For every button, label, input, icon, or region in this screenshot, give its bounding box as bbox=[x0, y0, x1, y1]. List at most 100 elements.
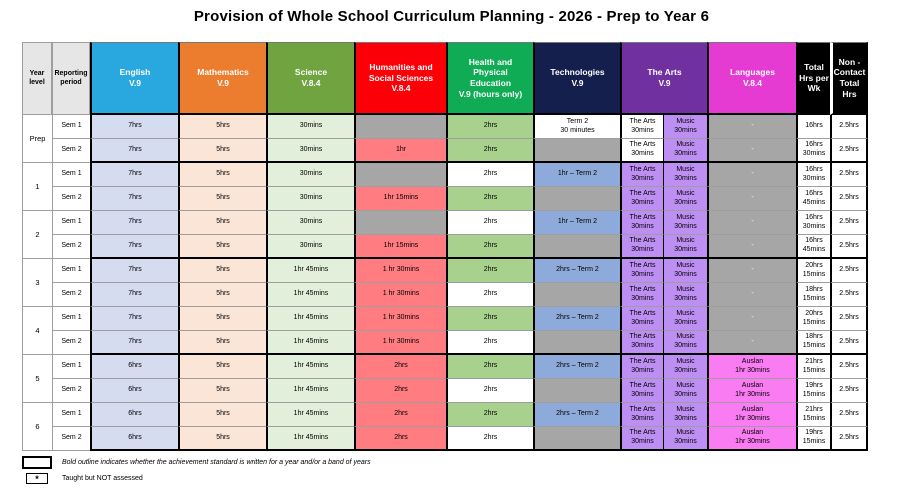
cell-6-sem-1-music: Music 30mins bbox=[663, 403, 707, 427]
cell-1-sem-1-hass bbox=[354, 163, 446, 187]
cell-2-sem-1-total: 16hrs 30mins bbox=[796, 211, 830, 235]
cell-1-sem-2-tech bbox=[533, 187, 620, 211]
cell-6-sem-1-english: 6hrs bbox=[90, 403, 178, 427]
cell-5-sem-1-lang: Auslan 1hr 30mins bbox=[707, 355, 796, 379]
cell-4-sem-2-english: 7hrs bbox=[90, 331, 178, 355]
header-lang: Languages V.8.4 bbox=[707, 42, 796, 115]
cell-5-sem-1-total: 21hrs 15mins bbox=[796, 355, 830, 379]
cell-prep-sem-1-total: 16hrs bbox=[796, 115, 830, 139]
sem-label-1-sem-2: Sem 2 bbox=[52, 187, 90, 211]
year-label-1: 1 bbox=[22, 163, 52, 211]
cell-4-sem-1-math: 5hrs bbox=[178, 307, 266, 331]
header-arts: The Arts V.9 bbox=[620, 42, 707, 115]
cell-2-sem-1-tech: 1hr – Term 2 bbox=[533, 211, 620, 235]
cell-4-sem-1-english: 7hrs bbox=[90, 307, 178, 331]
legend-bold-outline-text: Bold outline indicates whether the achie… bbox=[62, 459, 371, 466]
cell-5-sem-2-music: Music 30mins bbox=[663, 379, 707, 403]
cell-5-sem-1-math: 5hrs bbox=[178, 355, 266, 379]
cell-1-sem-2-total: 16hrs 45mins bbox=[796, 187, 830, 211]
cell-prep-sem-1-hpe: 2hrs bbox=[446, 115, 533, 139]
cell-6-sem-2-tech bbox=[533, 427, 620, 451]
cell-4-sem-2-lang: - bbox=[707, 331, 796, 355]
legend-row-bold-outline: Bold outline indicates whether the achie… bbox=[22, 456, 371, 469]
cell-2-sem-2-hass: 1hr 15mins bbox=[354, 235, 446, 259]
cell-4-sem-2-science: 1hr 45mins bbox=[266, 331, 354, 355]
cell-1-sem-2-lang: - bbox=[707, 187, 796, 211]
page-title: Provision of Whole School Curriculum Pla… bbox=[193, 8, 710, 25]
cell-3-sem-2-science: 1hr 45mins bbox=[266, 283, 354, 307]
cell-3-sem-1-tech: 2hrs – Term 2 bbox=[533, 259, 620, 283]
cell-3-sem-1-math: 5hrs bbox=[178, 259, 266, 283]
cell-5-sem-1-nc: 2.5hrs bbox=[830, 355, 868, 379]
header-nc: Non - Contact Total Hrs bbox=[830, 42, 868, 115]
legend-row-asterisk: * Taught but NOT assessed bbox=[22, 473, 371, 484]
cell-6-sem-2-music: Music 30mins bbox=[663, 427, 707, 451]
cell-6-sem-2-math: 5hrs bbox=[178, 427, 266, 451]
cell-1-sem-2-science: 30mins bbox=[266, 187, 354, 211]
cell-2-sem-1-science: 30mins bbox=[266, 211, 354, 235]
cell-6-sem-2-total: 19hrs 15mins bbox=[796, 427, 830, 451]
cell-3-sem-1-hpe: 2hrs bbox=[446, 259, 533, 283]
cell-3-sem-1-english: 7hrs bbox=[90, 259, 178, 283]
cell-6-sem-1-hpe: 2hrs bbox=[446, 403, 533, 427]
cell-3-sem-1-nc: 2.5hrs bbox=[830, 259, 868, 283]
cell-1-sem-1-hpe: 2hrs bbox=[446, 163, 533, 187]
cell-prep-sem-2-math: 5hrs bbox=[178, 139, 266, 163]
cell-4-sem-1-hpe: 2hrs bbox=[446, 307, 533, 331]
cell-2-sem-1-hpe: 2hrs bbox=[446, 211, 533, 235]
cell-prep-sem-2-music: Music 30mins bbox=[663, 139, 707, 163]
cell-prep-sem-1-hass bbox=[354, 115, 446, 139]
sem-label-6-sem-1: Sem 1 bbox=[52, 403, 90, 427]
cell-1-sem-1-nc: 2.5hrs bbox=[830, 163, 868, 187]
header-math: Mathematics V.9 bbox=[178, 42, 266, 115]
cell-5-sem-1-music: Music 30mins bbox=[663, 355, 707, 379]
cell-6-sem-2-science: 1hr 45mins bbox=[266, 427, 354, 451]
cell-2-sem-1-english: 7hrs bbox=[90, 211, 178, 235]
sem-label-1-sem-1: Sem 1 bbox=[52, 163, 90, 187]
cell-1-sem-1-science: 30mins bbox=[266, 163, 354, 187]
cell-5-sem-2-nc: 2.5hrs bbox=[830, 379, 868, 403]
cell-3-sem-2-nc: 2.5hrs bbox=[830, 283, 868, 307]
cell-2-sem-2-arts: The Arts 30mins bbox=[620, 235, 663, 259]
cell-5-sem-1-science: 1hr 45mins bbox=[266, 355, 354, 379]
sem-label-5-sem-2: Sem 2 bbox=[52, 379, 90, 403]
cell-6-sem-1-math: 5hrs bbox=[178, 403, 266, 427]
cell-prep-sem-2-hass: 1hr bbox=[354, 139, 446, 163]
cell-4-sem-1-arts: The Arts 30mins bbox=[620, 307, 663, 331]
cell-3-sem-2-hass: 1 hr 30mins bbox=[354, 283, 446, 307]
cell-3-sem-2-hpe: 2hrs bbox=[446, 283, 533, 307]
cell-prep-sem-2-science: 30mins bbox=[266, 139, 354, 163]
cell-6-sem-1-arts: The Arts 30mins bbox=[620, 403, 663, 427]
cell-prep-sem-2-total: 16hrs 30mins bbox=[796, 139, 830, 163]
cell-6-sem-1-hass: 2hrs bbox=[354, 403, 446, 427]
cell-3-sem-2-music: Music 30mins bbox=[663, 283, 707, 307]
cell-6-sem-2-hpe: 2hrs bbox=[446, 427, 533, 451]
cell-2-sem-2-total: 16hrs 45mins bbox=[796, 235, 830, 259]
cell-5-sem-1-hass: 2hrs bbox=[354, 355, 446, 379]
cell-5-sem-2-total: 19hrs 15mins bbox=[796, 379, 830, 403]
cell-3-sem-1-arts: The Arts 30mins bbox=[620, 259, 663, 283]
cell-2-sem-1-math: 5hrs bbox=[178, 211, 266, 235]
cell-4-sem-2-tech bbox=[533, 331, 620, 355]
cell-1-sem-1-total: 16hrs 30mins bbox=[796, 163, 830, 187]
cell-3-sem-1-music: Music 30mins bbox=[663, 259, 707, 283]
cell-2-sem-1-hass bbox=[354, 211, 446, 235]
cell-5-sem-1-hpe: 2hrs bbox=[446, 355, 533, 379]
cell-4-sem-2-music: Music 30mins bbox=[663, 331, 707, 355]
cell-1-sem-1-tech: 1hr – Term 2 bbox=[533, 163, 620, 187]
cell-4-sem-2-nc: 2.5hrs bbox=[830, 331, 868, 355]
cell-1-sem-2-nc: 2.5hrs bbox=[830, 187, 868, 211]
cell-prep-sem-1-lang: - bbox=[707, 115, 796, 139]
sem-label-prep-sem-1: Sem 1 bbox=[52, 115, 90, 139]
cell-6-sem-2-english: 6hrs bbox=[90, 427, 178, 451]
cell-5-sem-1-arts: The Arts 30mins bbox=[620, 355, 663, 379]
sem-label-6-sem-2: Sem 2 bbox=[52, 427, 90, 451]
year-label-5: 5 bbox=[22, 355, 52, 403]
cell-3-sem-1-hass: 1 hr 30mins bbox=[354, 259, 446, 283]
cell-prep-sem-2-arts: The Arts 30mins bbox=[620, 139, 663, 163]
cell-1-sem-1-english: 7hrs bbox=[90, 163, 178, 187]
cell-1-sem-2-math: 5hrs bbox=[178, 187, 266, 211]
bold-outline-swatch bbox=[22, 456, 52, 469]
cell-prep-sem-1-music: Music 30mins bbox=[663, 115, 707, 139]
cell-prep-sem-2-lang: - bbox=[707, 139, 796, 163]
